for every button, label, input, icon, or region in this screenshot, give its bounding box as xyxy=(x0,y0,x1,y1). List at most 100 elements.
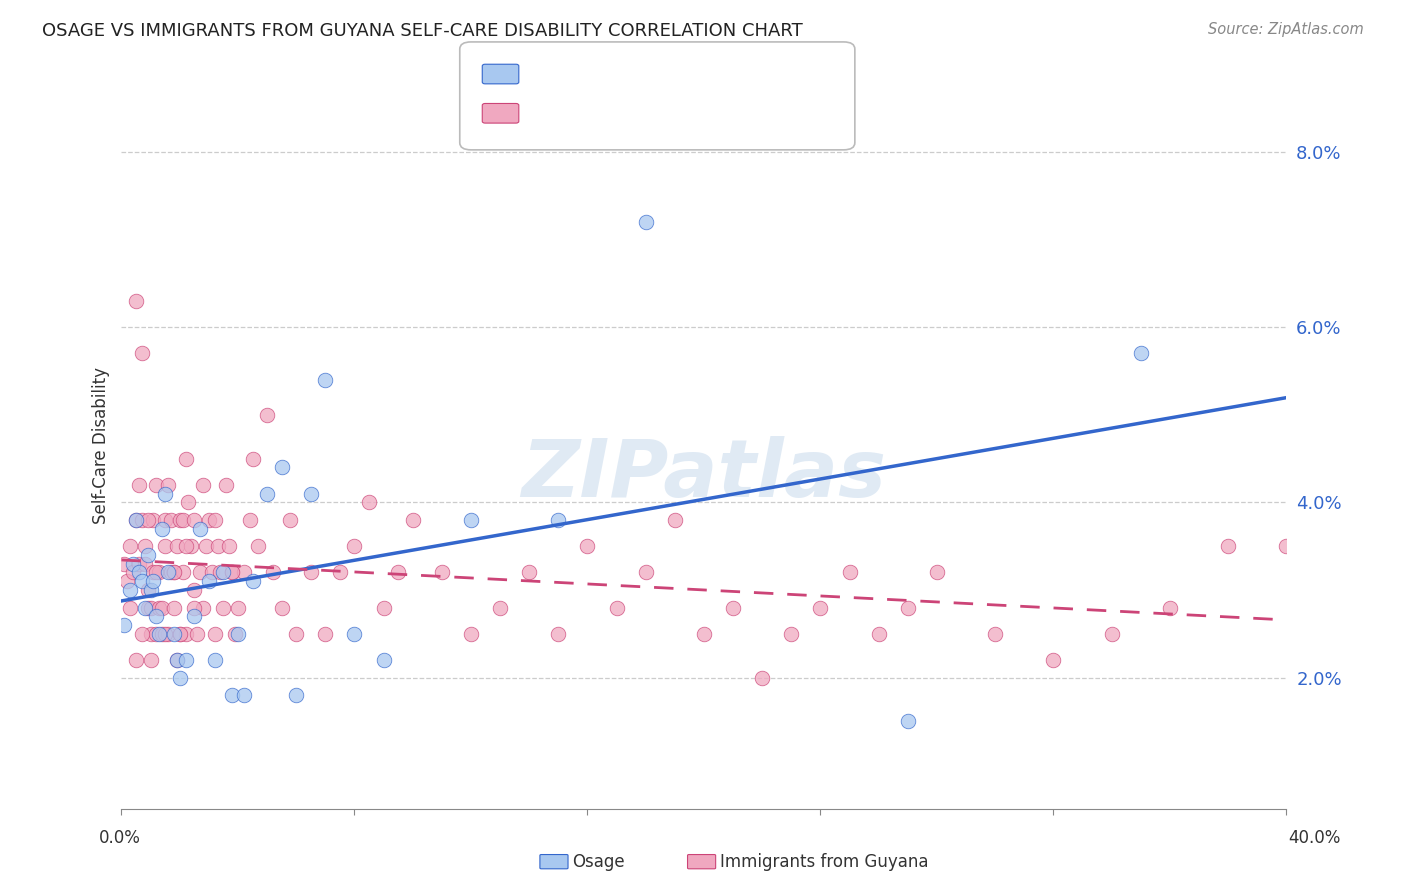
Point xyxy=(150,627,173,641)
Point xyxy=(606,600,628,615)
Point xyxy=(517,566,540,580)
Point xyxy=(373,653,395,667)
Point xyxy=(128,557,150,571)
Point xyxy=(139,600,162,615)
Point xyxy=(221,566,243,580)
Point xyxy=(343,627,366,641)
Point xyxy=(169,627,191,641)
Point xyxy=(183,600,205,615)
Point xyxy=(117,574,139,589)
Point xyxy=(204,627,226,641)
Point xyxy=(280,513,302,527)
Point xyxy=(120,539,142,553)
Point xyxy=(122,566,145,580)
Point xyxy=(256,408,278,422)
Text: N =: N = xyxy=(619,65,655,83)
Point xyxy=(984,627,1007,641)
Point xyxy=(139,627,162,641)
Point xyxy=(191,600,214,615)
Text: OSAGE VS IMMIGRANTS FROM GUYANA SELF-CARE DISABILITY CORRELATION CHART: OSAGE VS IMMIGRANTS FROM GUYANA SELF-CAR… xyxy=(42,22,803,40)
Point xyxy=(664,513,686,527)
Point xyxy=(125,513,148,527)
Point xyxy=(221,688,243,702)
Text: ZIPatlas: ZIPatlas xyxy=(522,435,886,514)
Point xyxy=(329,566,352,580)
Point xyxy=(145,478,167,492)
Point xyxy=(157,566,180,580)
Point xyxy=(160,513,183,527)
Point xyxy=(131,513,153,527)
Point xyxy=(262,566,284,580)
Point xyxy=(489,600,512,615)
Point xyxy=(299,566,322,580)
Point xyxy=(157,478,180,492)
Point xyxy=(314,373,336,387)
Text: 114: 114 xyxy=(651,104,686,122)
Point xyxy=(270,460,292,475)
Point xyxy=(150,522,173,536)
Point xyxy=(209,566,232,580)
Point xyxy=(139,653,162,667)
Point xyxy=(134,600,156,615)
Point xyxy=(145,566,167,580)
Point xyxy=(634,215,657,229)
Point xyxy=(198,574,221,589)
Point xyxy=(387,566,409,580)
Text: 0.497: 0.497 xyxy=(560,65,613,83)
Text: N =: N = xyxy=(619,104,655,122)
Point xyxy=(180,539,202,553)
Point xyxy=(125,293,148,308)
Point xyxy=(134,539,156,553)
Point xyxy=(780,627,803,641)
Point xyxy=(232,566,254,580)
Point xyxy=(256,486,278,500)
Point xyxy=(136,513,159,527)
Point xyxy=(153,486,176,500)
Point xyxy=(131,346,153,360)
Point xyxy=(218,539,240,553)
Point xyxy=(174,451,197,466)
Point xyxy=(142,513,165,527)
Point xyxy=(204,513,226,527)
Point xyxy=(314,627,336,641)
Point xyxy=(547,513,569,527)
Point xyxy=(145,609,167,624)
Point xyxy=(547,627,569,641)
Point xyxy=(174,653,197,667)
Point xyxy=(460,513,482,527)
Point xyxy=(174,627,197,641)
Point xyxy=(810,600,832,615)
Point xyxy=(897,600,920,615)
Point xyxy=(232,688,254,702)
Point xyxy=(177,495,200,509)
Point xyxy=(373,600,395,615)
Point xyxy=(194,539,217,553)
Point xyxy=(120,582,142,597)
Point xyxy=(430,566,453,580)
Text: 40: 40 xyxy=(651,65,673,83)
Point xyxy=(1218,539,1240,553)
Point xyxy=(166,539,188,553)
Point xyxy=(160,566,183,580)
Y-axis label: Self-Care Disability: Self-Care Disability xyxy=(93,367,110,524)
Point xyxy=(125,653,148,667)
Point xyxy=(299,486,322,500)
Point xyxy=(239,513,262,527)
Point xyxy=(343,539,366,553)
Point xyxy=(131,627,153,641)
Point xyxy=(183,609,205,624)
Point xyxy=(897,714,920,729)
Point xyxy=(285,688,308,702)
Point xyxy=(172,513,194,527)
Point xyxy=(270,600,292,615)
Text: Immigrants from Guyana: Immigrants from Guyana xyxy=(720,853,928,871)
Point xyxy=(128,566,150,580)
Text: 0.0%: 0.0% xyxy=(98,829,141,847)
Point xyxy=(212,566,235,580)
Point xyxy=(226,627,249,641)
Point xyxy=(145,627,167,641)
Point xyxy=(112,618,135,632)
Point xyxy=(150,600,173,615)
Point xyxy=(1159,600,1181,615)
Point xyxy=(460,627,482,641)
